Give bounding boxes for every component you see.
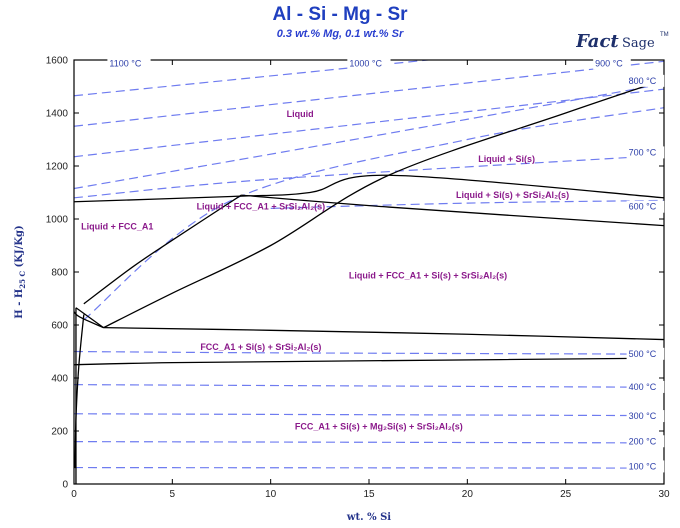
- isotherm-label: 500 °C: [629, 349, 657, 359]
- isotherm-line-1: [74, 60, 664, 127]
- isotherm-label: 1100 °C: [109, 59, 141, 69]
- logo-main-text: Fact: [576, 31, 619, 52]
- isotherm-label: 100 °C: [629, 461, 657, 471]
- x-tick-label: 0: [71, 489, 77, 500]
- y-axis-label-sub: 25 C: [18, 271, 27, 289]
- phase-region-label: Liquid + FCC_A1: [81, 222, 153, 232]
- isotherm-line-4: [74, 154, 664, 199]
- phase-boundary-4: [75, 307, 104, 329]
- x-tick-label: 25: [560, 489, 572, 500]
- isotherm-line-8: [74, 384, 664, 388]
- phase-region-label: Liquid + Si(s) + SrSi₂Al₂(s): [456, 190, 569, 200]
- x-tick-label: 30: [658, 489, 670, 500]
- isotherm-label-bg: [626, 460, 665, 473]
- isotherm-layer: [74, 60, 664, 469]
- isotherm-label-bg: [626, 380, 665, 393]
- phase-region-label: Liquid + FCC_A1 + SrSi₂Al₂(s): [197, 202, 326, 212]
- isotherm-label-bg: [347, 57, 391, 70]
- phase-boundary-0: [74, 174, 664, 203]
- x-tick-label: 5: [170, 489, 176, 500]
- y-tick-label: 800: [51, 268, 68, 279]
- logo-tm-text: TM: [660, 32, 669, 38]
- isotherm-line-5: [83, 107, 664, 321]
- isotherm-label: 600 °C: [629, 202, 657, 212]
- tick-layer: 0 5 10 15 20 25 30 0 200 400 600 800 1000 1200 1400 160…: [46, 56, 670, 501]
- phase-boundary-1: [241, 194, 664, 227]
- chart-subtitle: 0.3 wt.% Mg, 0.1 wt.% Sr: [276, 28, 404, 40]
- isotherm-label: 300 °C: [629, 411, 657, 421]
- y-tick-label: 0: [62, 480, 68, 491]
- isotherm-label-bg: [626, 347, 665, 360]
- phase-boundary-8: [74, 314, 85, 469]
- phase-boundary-7: [74, 357, 664, 366]
- isotherm-label: 700 °C: [629, 147, 657, 157]
- y-tick-label: 400: [51, 374, 68, 385]
- phase-boundary-6: [74, 311, 104, 329]
- x-tick-label: 10: [265, 489, 277, 500]
- x-tick-label: 20: [462, 489, 474, 500]
- isotherm-line-2: [74, 88, 664, 158]
- isotherm-label-bg: [626, 146, 665, 159]
- y-tick-label: 1000: [46, 215, 69, 226]
- phase-region-label: FCC_A1 + Si(s) + Mg₂Si(s) + SrSi₂Al₂(s): [295, 422, 463, 432]
- y-tick-label: 1600: [46, 56, 69, 67]
- isotherm-label: 1000 °C: [349, 59, 382, 69]
- phase-region-label: Liquid: [287, 109, 314, 119]
- isotherm-label: 800 °C: [629, 76, 657, 86]
- boundary-layer: [74, 79, 664, 484]
- isotherm-label-bg: [107, 57, 151, 70]
- isotherm-label-bg: [626, 435, 665, 448]
- isotherm-label: 900 °C: [595, 59, 623, 69]
- y-tick-label: 1400: [46, 109, 69, 120]
- chart-title: Al - Si - Mg - Sr: [272, 4, 408, 25]
- phase-boundary-5: [103, 327, 664, 341]
- isotherm-label-bg: [593, 57, 631, 70]
- y-axis-label-main: H - H: [14, 289, 25, 319]
- y-tick-label: 200: [51, 427, 68, 438]
- y-tick-label: 1200: [46, 162, 69, 173]
- x-tick-label: 15: [363, 489, 375, 500]
- y-axis-label-unit: (KJ/Kg): [14, 225, 25, 271]
- y-axis-label: H - H25 C (KJ/Kg): [14, 225, 27, 318]
- logo-sage-text: Sage: [622, 36, 655, 51]
- isotherm-label-bg: [626, 200, 665, 213]
- isotherm-label-bg: [626, 74, 665, 87]
- isotherm-line-3: [74, 83, 664, 190]
- phase-region-label: FCC_A1 + Si(s) + SrSi₂Al₂(s): [200, 342, 321, 352]
- isotherm-label: 400 °C: [629, 382, 657, 392]
- isotherm-line-10: [74, 441, 664, 444]
- isotherm-label: 200 °C: [629, 436, 657, 446]
- phase-region-label: Liquid + Si(s): [478, 154, 535, 164]
- phase-boundary-2: [83, 194, 242, 305]
- y-tick-label: 600: [51, 321, 68, 332]
- isotherm-label-bg: [626, 410, 665, 423]
- isotherm-line-9: [74, 413, 664, 417]
- phase-boundary-3: [103, 79, 664, 329]
- factsage-logo: Fact Sage TM: [576, 31, 669, 52]
- x-axis-label: wt. % Si: [346, 512, 391, 523]
- isotherm-line-6: [270, 199, 664, 209]
- isotherm-line-11: [74, 466, 664, 469]
- label-layer: 1100 °C 1000 °C 900 °C 800 °C 700 °C 600 °C 50…: [81, 57, 665, 473]
- phase-region-label: Liquid + FCC_A1 + Si(s) + SrSi₂Al₂(s): [349, 271, 507, 281]
- isotherm-line-7: [74, 350, 664, 355]
